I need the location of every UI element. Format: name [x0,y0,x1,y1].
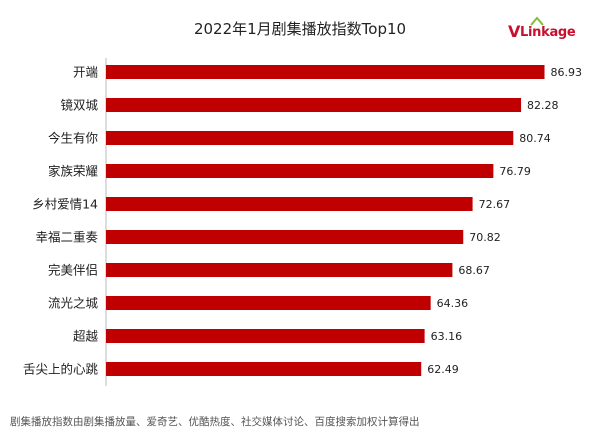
bar-2 [106,98,522,112]
category-label-7: 完美伴侣 [48,263,98,278]
value-label-1: 86.93 [551,66,583,79]
bar-6 [106,230,464,244]
value-label-7: 68.67 [458,264,490,277]
category-label-5: 乡村爱情14 [32,197,98,212]
value-labels: 86.93 82.28 80.74 76.79 72.67 70.82 68.67 64.36… [427,66,582,376]
logo-letter-v: V [508,22,521,41]
chart-title: 2022年1月剧集播放指数Top10 [193,20,407,38]
category-label-2: 镜双城 [60,98,98,113]
bar-10 [106,362,422,376]
bar-1 [106,65,545,79]
bar-8 [106,296,431,310]
footnote: 剧集播放指数由剧集播放量、爱奇艺、优酷热度、社交媒体讨论、百度搜索加权计算得出 [10,416,420,428]
category-label-10: 舌尖上的心跳 [23,362,99,377]
bar-9 [106,329,425,343]
bar-7 [106,263,453,277]
bars-group [106,65,545,376]
value-label-4: 76.79 [499,165,531,178]
value-label-8: 64.36 [437,297,469,310]
value-label-3: 80.74 [519,132,551,145]
vlinkage-logo: V Linkage [508,16,588,44]
logo-wordmark: Linkage [520,25,576,40]
value-label-10: 62.49 [427,363,459,376]
bar-4 [106,164,494,178]
value-label-9: 63.16 [431,330,463,343]
category-label-3: 今生有你 [48,131,98,146]
category-label-6: 幸福二重奏 [35,230,98,245]
house-icon [530,16,544,26]
bar-3 [106,131,514,145]
category-label-1: 开端 [73,65,98,80]
value-label-2: 82.28 [527,99,559,112]
category-label-4: 家族荣耀 [48,164,99,179]
bar-5 [106,197,473,211]
category-label-9: 超越 [73,329,99,344]
value-label-5: 72.67 [479,198,511,211]
value-label-6: 70.82 [469,231,501,244]
category-label-8: 流光之城 [48,296,99,311]
